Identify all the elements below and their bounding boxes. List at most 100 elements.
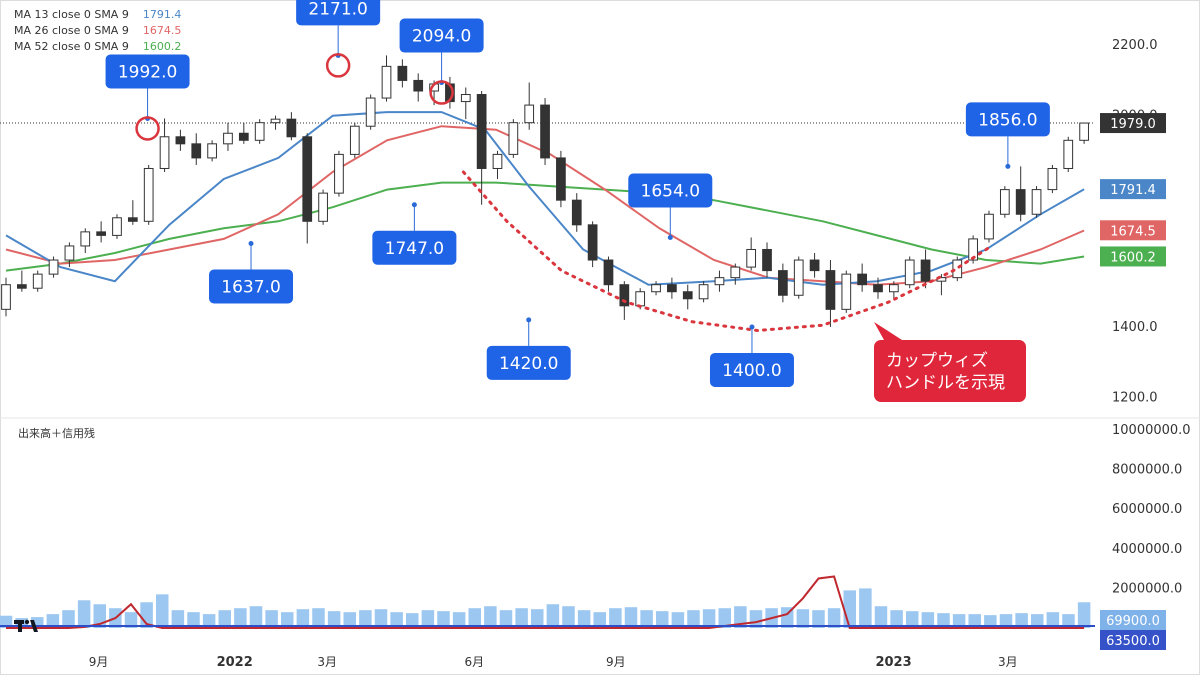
candle-up: [143, 167, 154, 222]
volume-bar: [1030, 614, 1044, 628]
volume-tick-label: 8000000.0: [1112, 463, 1182, 478]
callout-box: [372, 230, 457, 265]
candle-down: [571, 199, 582, 226]
volume-bar: [249, 606, 263, 628]
volume-label: 69900.0: [1106, 614, 1160, 629]
callout-box: [209, 269, 294, 304]
legend-ma13: MA 13 close 0 SMA 9 1791.4: [14, 8, 181, 21]
candle-up: [746, 248, 757, 268]
candle-down: [682, 291, 693, 300]
candle-down: [540, 104, 550, 159]
margin-balance-line: [6, 575, 1085, 629]
candle-up: [524, 104, 535, 124]
legend-ma26-value: 1674.5: [142, 24, 182, 37]
volume-bar: [1015, 613, 1028, 628]
volume-bar: [796, 609, 810, 628]
annotation-text: ハンドルを示現: [886, 373, 1005, 393]
volume-ma-label: 63500.0: [1106, 634, 1160, 649]
volume-bar: [624, 607, 638, 628]
cup-pattern-curve: [461, 170, 993, 333]
ma-label: 1674.5: [1110, 224, 1156, 239]
volume-bar: [1062, 614, 1075, 628]
candle-up: [904, 259, 915, 286]
callout-point: [526, 317, 532, 323]
callout-point: [749, 324, 755, 330]
candle-down: [191, 143, 202, 159]
callout-box: [296, 0, 381, 26]
volume-bar: [46, 614, 60, 628]
ma-label-bg: [1100, 246, 1166, 267]
candle-down: [762, 248, 772, 272]
candle-down: [175, 136, 186, 145]
volume-bar: [171, 610, 185, 628]
volume-bar: [437, 611, 450, 628]
volume-bar: [999, 614, 1013, 628]
callout-point: [1005, 163, 1011, 169]
candle-down: [397, 65, 408, 81]
callout-box: [965, 102, 1050, 137]
ma-label: 1600.2: [1110, 250, 1156, 265]
candle-down: [413, 79, 424, 92]
candle-down: [920, 259, 931, 282]
volume-bar: [405, 613, 419, 628]
x-tick-label: 2023: [875, 655, 911, 670]
candle-up: [888, 284, 899, 293]
volume-tick-label: 2000000.0: [1112, 581, 1182, 596]
callout-label: 1637.0: [221, 277, 280, 297]
ma52-line: [5, 181, 1085, 272]
candle-up: [112, 217, 122, 236]
last-price-label: 1979.0: [1110, 117, 1156, 132]
candle-down: [603, 259, 614, 286]
annotation-box: [874, 340, 1026, 402]
volume-bar: [265, 610, 278, 628]
volume-bar: [62, 610, 75, 628]
callout-point: [667, 235, 673, 241]
volume-bar: [452, 612, 466, 628]
candle-down: [476, 94, 487, 169]
candle-up: [159, 136, 170, 169]
candle-up: [381, 65, 392, 99]
candle-down: [238, 132, 249, 141]
volume-bar: [390, 612, 403, 628]
volume-panel-title: 出来高＋信用残: [18, 427, 95, 440]
callout-label: 1856.0: [978, 110, 1037, 130]
callout-box: [105, 54, 190, 89]
volume-bar: [280, 612, 294, 628]
legend-ma52: MA 52 close 0 SMA 9 1600.2: [14, 40, 181, 53]
candle-up: [984, 213, 994, 240]
x-tick-label: 2022: [217, 655, 253, 670]
price-tick-label: 2200.0: [1112, 38, 1158, 53]
callout-box: [486, 345, 571, 380]
volume-tick-label: 10000000.0: [1112, 423, 1191, 438]
candle-down: [825, 270, 836, 310]
candle-up: [1, 284, 11, 310]
volume-bar: [640, 610, 653, 628]
callout-label: 1420.0: [499, 354, 558, 374]
candle-down: [16, 284, 27, 289]
callout-point: [248, 240, 254, 246]
volume-bar: [843, 590, 856, 628]
volume-bar: [359, 610, 372, 628]
candle-up: [32, 273, 43, 289]
candle-up: [270, 118, 281, 124]
volume-bar: [484, 606, 497, 628]
volume-bar: [124, 612, 138, 628]
annotation-pointer: [874, 322, 902, 340]
legend-ma26-label: MA 26 close 0 SMA 9: [14, 24, 129, 37]
volume-tick-label: 4000000.0: [1112, 542, 1182, 557]
volume-bar: [421, 610, 435, 628]
candle-up: [841, 273, 852, 310]
candle-up: [730, 266, 741, 279]
highlight-circle: [429, 80, 454, 105]
callout-point: [411, 202, 417, 208]
x-tick-label: 3月: [998, 655, 1018, 669]
candle-up: [254, 122, 265, 141]
candle-down: [873, 284, 883, 293]
volume-bar: [218, 610, 231, 628]
volume-bar: [984, 615, 997, 628]
volume-bar: [0, 615, 13, 628]
volume-bar: [202, 614, 216, 628]
volume-bar: [187, 612, 200, 628]
legend-ma13-label: MA 13 close 0 SMA 9: [14, 8, 129, 21]
